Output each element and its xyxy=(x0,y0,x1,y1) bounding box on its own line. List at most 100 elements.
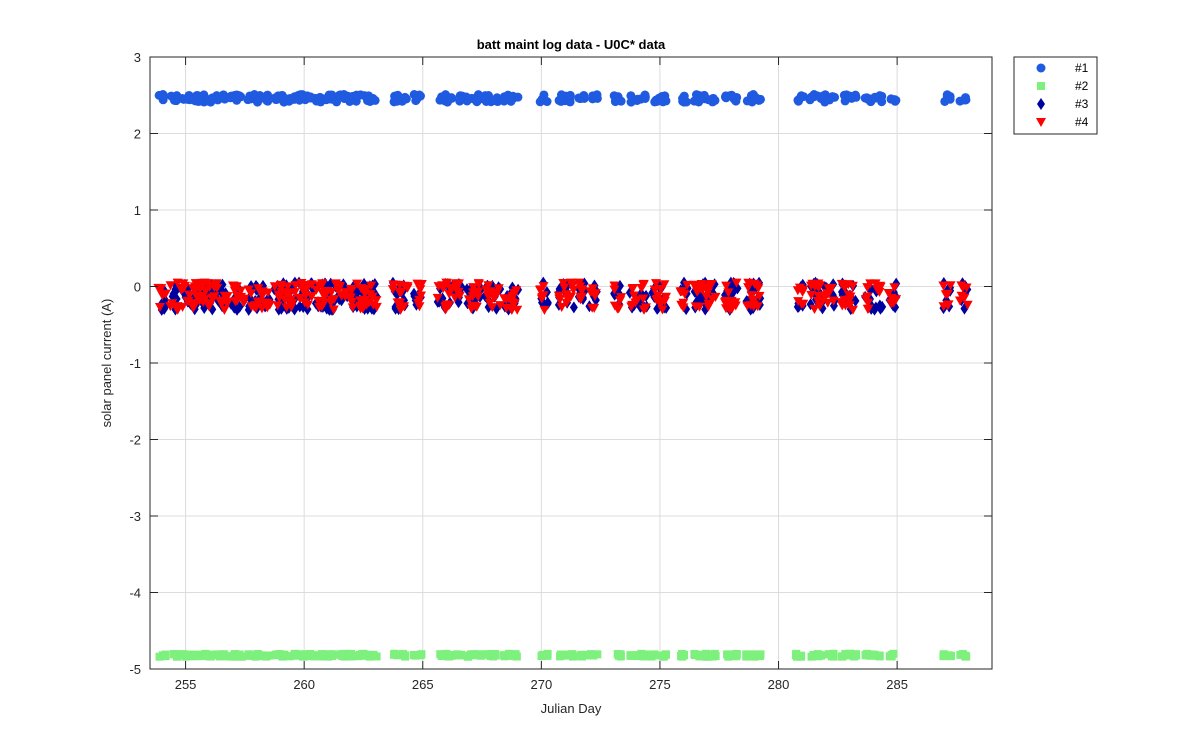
x-tick-label: 270 xyxy=(531,677,553,692)
data-point xyxy=(942,289,953,299)
data-point xyxy=(690,649,699,658)
data-point xyxy=(815,281,826,291)
data-point xyxy=(538,291,549,301)
data-point xyxy=(352,279,363,289)
series-4 xyxy=(153,278,973,315)
data-point xyxy=(306,649,315,658)
data-point xyxy=(196,292,207,302)
data-point xyxy=(302,300,313,310)
data-point xyxy=(743,651,752,660)
legend-label-4: #4 xyxy=(1075,115,1089,129)
data-point xyxy=(940,96,950,106)
data-point xyxy=(818,296,829,306)
y-tick-label: 3 xyxy=(134,50,141,65)
data-point xyxy=(705,280,716,290)
y-tick-label: 2 xyxy=(134,127,141,142)
data-point xyxy=(159,91,169,101)
data-point xyxy=(468,283,479,293)
data-point xyxy=(165,281,176,291)
data-point xyxy=(491,651,500,660)
legend-marker-4 xyxy=(1036,118,1046,127)
data-point xyxy=(574,278,585,288)
data-point xyxy=(543,651,552,660)
x-tick-label: 280 xyxy=(768,677,790,692)
data-point xyxy=(660,651,669,660)
data-point xyxy=(340,92,350,102)
ticks: 255 260 265 270 275 280 285 -5 -4 -3 -2 -1 0 1 2 3 xyxy=(129,50,992,692)
data-point xyxy=(154,303,165,313)
data-point xyxy=(500,652,509,661)
data-point xyxy=(647,650,656,659)
data-point xyxy=(539,90,549,100)
data-point xyxy=(276,283,287,293)
y-tick-label: 0 xyxy=(134,280,141,295)
data-point xyxy=(538,650,547,659)
data-point xyxy=(251,303,262,313)
data-point xyxy=(650,279,661,289)
legend-marker-1 xyxy=(1036,63,1046,73)
data-point xyxy=(201,651,210,660)
data-point xyxy=(365,652,374,661)
data-point xyxy=(593,650,602,659)
data-point xyxy=(208,650,217,659)
data-point xyxy=(235,286,246,296)
data-point xyxy=(731,278,742,288)
data-point xyxy=(179,650,188,659)
data-point xyxy=(638,305,649,315)
data-point xyxy=(394,288,405,298)
data-point xyxy=(191,651,200,660)
data-point xyxy=(319,298,330,308)
data-point xyxy=(829,649,838,658)
data-point xyxy=(946,652,955,661)
data-point xyxy=(939,652,948,661)
data-point xyxy=(481,96,491,106)
data-point xyxy=(506,95,516,105)
data-point xyxy=(727,299,738,309)
data-point xyxy=(732,650,741,659)
data-point xyxy=(220,650,229,659)
data-point xyxy=(678,303,689,313)
data-point xyxy=(313,651,322,660)
y-tick-label: -2 xyxy=(129,433,141,448)
data-point xyxy=(659,280,670,290)
data-point xyxy=(160,651,169,660)
data-point xyxy=(160,289,171,299)
data-point xyxy=(252,297,263,307)
data-point xyxy=(796,91,806,101)
data-point xyxy=(703,302,714,312)
data-point xyxy=(752,302,763,312)
data-point xyxy=(587,284,598,294)
data-point xyxy=(446,93,456,103)
data-point xyxy=(956,291,967,301)
data-point xyxy=(207,295,218,305)
data-point xyxy=(179,281,190,291)
data-point xyxy=(487,303,498,313)
legend-marker-2 xyxy=(1037,82,1045,90)
data-point xyxy=(509,298,520,308)
data-point xyxy=(359,295,370,305)
data-point xyxy=(846,649,855,658)
data-point xyxy=(488,95,498,105)
data-point xyxy=(471,302,482,312)
data-point xyxy=(568,285,579,295)
data-point xyxy=(870,92,880,102)
data-point xyxy=(187,299,198,309)
data-point xyxy=(451,281,462,291)
data-point xyxy=(538,282,549,292)
data-point xyxy=(417,650,426,659)
data-point xyxy=(943,300,954,310)
legend-marker-3 xyxy=(1037,98,1045,110)
data-point xyxy=(470,651,479,660)
data-point xyxy=(845,292,856,302)
data-point xyxy=(806,290,817,300)
data-point xyxy=(235,650,244,659)
data-point xyxy=(556,302,567,312)
data-point xyxy=(556,90,566,100)
data-point xyxy=(499,96,509,106)
data-point xyxy=(678,298,689,308)
data-point xyxy=(649,285,660,295)
x-tick-label: 255 xyxy=(175,677,197,692)
data-point xyxy=(851,650,860,659)
data-point xyxy=(742,96,752,106)
data-point xyxy=(495,301,506,311)
